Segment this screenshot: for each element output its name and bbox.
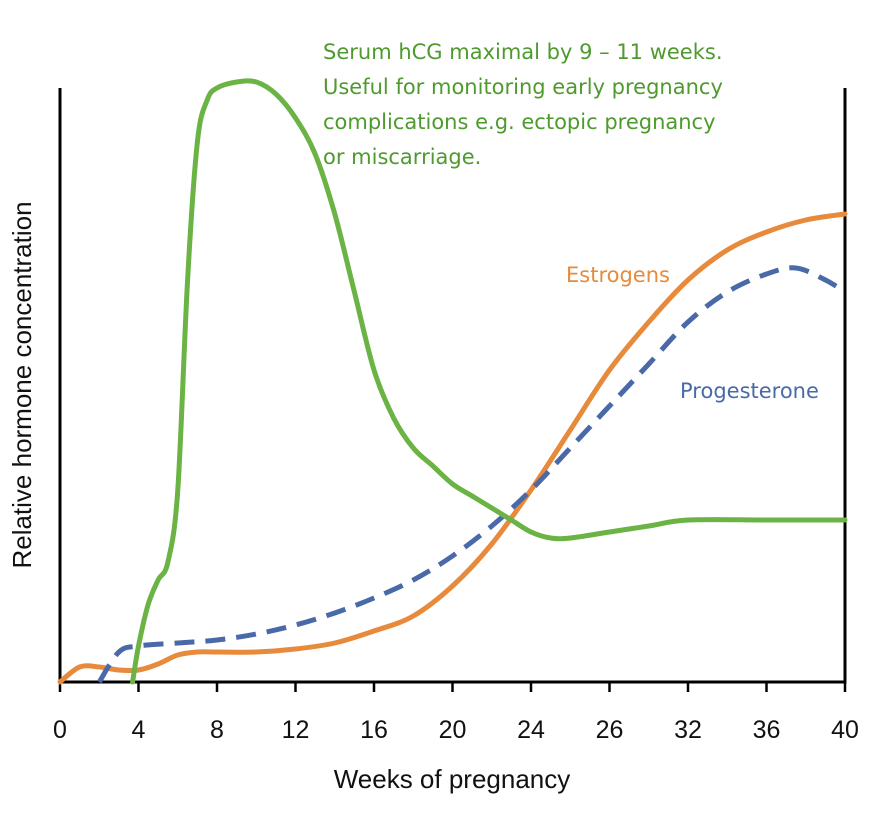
estrogens-label: Estrogens [566,263,670,287]
x-tick-label: 16 [360,716,388,744]
annotation-line: Useful for monitoring early pregnancy [323,75,723,99]
x-tick-label: 26 [596,716,624,744]
y-axis-label: Relative hormone concentration [7,201,37,568]
x-tick-label: 40 [831,716,859,744]
annotation-line: complications e.g. ectopic pregnancy [323,110,716,134]
x-tick-label: 20 [439,716,467,744]
x-tick-label: 4 [132,716,146,744]
annotation-line: or miscarriage. [323,145,481,169]
progesterone-line [97,265,847,684]
progesterone-label: Progesterone [680,379,819,403]
x-tick-label: 32 [674,716,702,744]
x-tick-label: 36 [753,716,781,744]
x-tick-label: 24 [517,716,545,744]
x-tick-label: 0 [53,716,67,744]
x-ticks: 0 4 8 12 16 20 24 26 32 36 40 [53,682,859,744]
x-axis-label: Weeks of pregnancy [334,764,571,794]
x-tick-label: 12 [282,716,310,744]
x-tick-label: 8 [210,716,224,744]
serum-hcg-line [130,78,848,685]
annotation-line: Serum hCG maximal by 9 – 11 weeks. [323,40,723,64]
series-lines [57,78,848,685]
estrogens-line [57,211,848,685]
hcg-annotation: Serum hCG maximal by 9 – 11 weeks. Usefu… [323,40,723,169]
